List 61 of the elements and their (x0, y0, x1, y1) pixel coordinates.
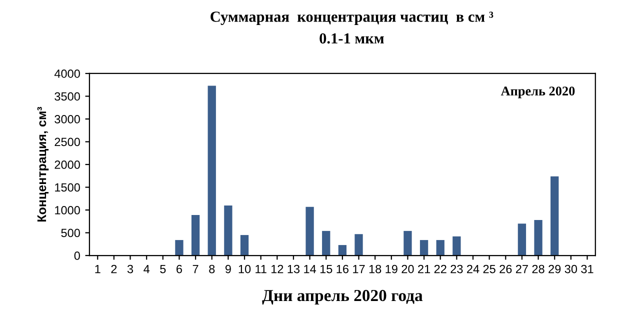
x-tick-label: 31 (581, 264, 594, 274)
bar (338, 245, 347, 256)
x-tick-label: 22 (434, 264, 446, 274)
annotation: Апрель 2020 (500, 86, 575, 98)
x-tick-label: 4 (144, 264, 150, 274)
bar (518, 224, 526, 256)
x-tick-label: 13 (288, 264, 300, 274)
y-tick-label: 2000 (54, 160, 80, 169)
bar (534, 220, 542, 256)
y-tick-label: 0 (74, 252, 80, 260)
chart-title: Суммарная концентрация частиц в см ³ (210, 12, 494, 26)
chart-subtitle: 0.1-1 мкм (320, 33, 384, 44)
bar (354, 234, 363, 256)
x-tick-label: 26 (500, 264, 512, 274)
x-tick-label: 3 (127, 264, 134, 274)
x-tick-label: 14 (304, 264, 316, 274)
bar (208, 86, 216, 256)
x-tick-label: 7 (192, 264, 198, 274)
x-tick-label: 18 (369, 264, 382, 274)
x-tick-label: 8 (209, 264, 215, 274)
bar (404, 230, 412, 256)
bar (240, 235, 249, 256)
x-tick-label: 6 (176, 264, 182, 274)
y-tick-label: 1500 (55, 183, 80, 192)
y-tick-label: 3500 (54, 92, 80, 101)
x-tick-label: 29 (548, 264, 561, 274)
x-tick-label: 2 (111, 264, 117, 274)
bar (550, 176, 559, 256)
x-tick-label: 10 (238, 264, 251, 274)
x-tick-label: 12 (271, 264, 284, 274)
x-tick-label: 15 (320, 264, 332, 274)
x-tick-label: 23 (450, 264, 463, 274)
x-tick-label: 5 (160, 264, 166, 274)
x-tick-label: 30 (564, 264, 578, 274)
bar (322, 230, 330, 256)
x-tick-label: 24 (467, 264, 480, 274)
y-tick-label: 500 (61, 228, 80, 238)
y-axis-title: Концентрация, см³ (37, 106, 49, 222)
y-tick-label: 4000 (54, 70, 80, 78)
x-tick-label: 9 (225, 264, 231, 274)
y-tick-label: 3000 (54, 115, 80, 124)
x-tick-label: 27 (516, 264, 528, 274)
x-tick-label: 28 (532, 264, 544, 274)
bar (224, 205, 232, 256)
x-tick-label: 17 (353, 264, 365, 274)
x-tick-label: 11 (256, 264, 266, 274)
x-tick-label: 25 (483, 264, 496, 274)
y-tick-label: 1000 (55, 206, 80, 214)
bar (175, 240, 184, 256)
x-tick-label: 21 (418, 264, 430, 274)
bar (420, 240, 428, 256)
bar (191, 215, 200, 256)
x-tick-label: 20 (402, 264, 414, 274)
x-tick-label: 19 (386, 264, 398, 274)
x-axis-title: Дни апрель 2020 года (262, 290, 423, 305)
y-tick-label: 2500 (54, 138, 80, 146)
bar (452, 236, 461, 256)
x-tick-label: 1 (95, 264, 100, 274)
x-tick-label: 16 (336, 264, 348, 274)
bar (436, 240, 444, 256)
bar (306, 206, 314, 256)
